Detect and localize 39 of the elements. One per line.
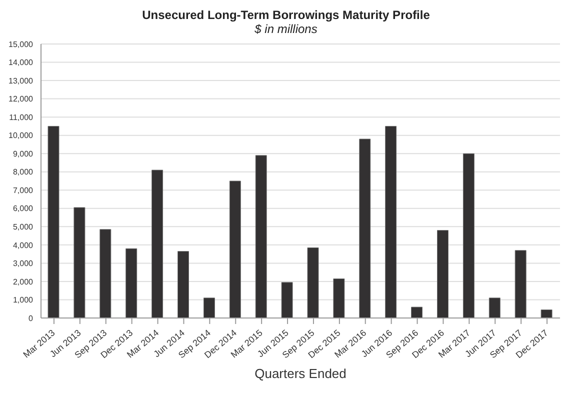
y-tick-label: 1,000 xyxy=(12,296,34,305)
bar xyxy=(307,247,319,318)
bar xyxy=(100,229,112,318)
bar xyxy=(359,138,371,318)
bar xyxy=(48,126,60,318)
y-tick-label: 3,000 xyxy=(12,259,34,268)
y-tick-label: 4,000 xyxy=(12,240,34,250)
y-tick-label: 12,000 xyxy=(8,94,34,104)
bar xyxy=(178,251,189,318)
chart-title: Unsecured Long-Term Borrowings Maturity Profile xyxy=(141,8,431,22)
x-axis-title: Quarters Ended xyxy=(254,366,346,381)
y-tick-label: 8,000 xyxy=(12,168,34,177)
bar xyxy=(411,306,423,318)
bar xyxy=(385,126,397,318)
bar xyxy=(152,170,164,318)
bar xyxy=(462,153,474,318)
bar xyxy=(203,298,215,318)
y-tick-label: 10,000 xyxy=(8,131,34,140)
y-tick-label: 11,000 xyxy=(9,112,34,122)
y-tick-label: 13,000 xyxy=(8,76,34,86)
bar xyxy=(255,155,267,318)
bar xyxy=(229,180,241,318)
bar xyxy=(333,278,345,318)
bar xyxy=(488,298,500,318)
y-tick-label: 0 xyxy=(28,314,34,323)
y-tick-label: 6,000 xyxy=(12,204,34,214)
y-tick-label: 5,000 xyxy=(12,222,34,232)
bar xyxy=(74,207,86,318)
y-tick-label: 7,000 xyxy=(12,186,34,195)
y-tick-label: 9,000 xyxy=(12,149,34,158)
bar xyxy=(540,310,552,318)
y-tick-label: 2,000 xyxy=(12,277,34,286)
bar xyxy=(437,230,448,318)
y-tick-label: 14,000 xyxy=(8,58,34,68)
bar xyxy=(126,248,138,318)
bar xyxy=(281,282,293,318)
y-tick-label: 15,000 xyxy=(8,40,34,49)
chart-subtitle: $ in millions xyxy=(254,22,318,36)
bar xyxy=(514,250,526,318)
